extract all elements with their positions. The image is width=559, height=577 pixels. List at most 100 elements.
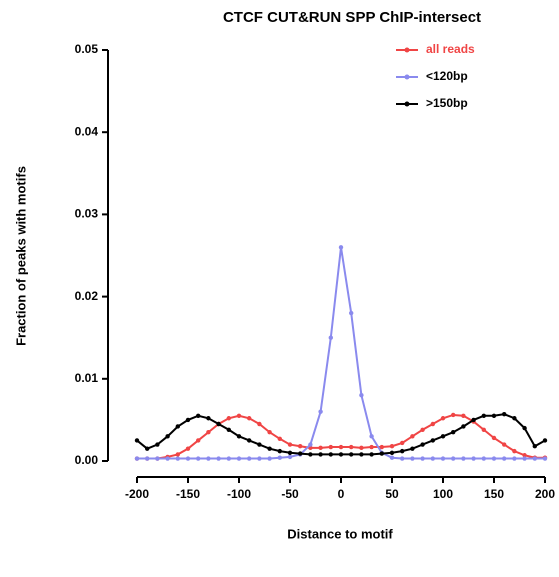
data-point [175, 456, 180, 461]
legend-label: <120bp [426, 69, 468, 83]
data-point [328, 444, 333, 450]
y-tick-label: 0.02 [75, 289, 99, 303]
data-point [491, 456, 497, 461]
data-point [165, 434, 170, 439]
data-point [206, 416, 211, 421]
x-tick-label: 0 [338, 487, 345, 501]
series-line [137, 247, 545, 460]
x-tick-label: 100 [433, 487, 453, 501]
data-point [206, 456, 211, 461]
data-point [328, 452, 333, 457]
data-point [369, 444, 374, 450]
data-point [165, 456, 170, 461]
data-point [532, 444, 537, 449]
data-point [349, 444, 354, 450]
data-point [216, 456, 221, 461]
x-axis-label: Distance to motif [287, 526, 393, 541]
data-point [226, 456, 231, 461]
data-point [451, 412, 456, 418]
data-point [389, 450, 395, 455]
data-point [206, 430, 211, 435]
x-tick-label: -200 [125, 487, 149, 501]
legend-marker [404, 47, 410, 53]
data-point [226, 416, 231, 421]
data-point [400, 440, 405, 446]
data-point [400, 456, 405, 461]
data-point [267, 456, 272, 461]
data-point [430, 438, 435, 443]
data-point [512, 416, 517, 421]
data-point [298, 451, 303, 456]
data-point [267, 446, 272, 451]
legend-label: all reads [426, 42, 475, 56]
data-point [359, 393, 364, 398]
data-point [257, 442, 262, 447]
data-point [277, 436, 282, 442]
y-tick-label: 0.01 [75, 371, 99, 385]
data-point [267, 430, 272, 435]
data-point [420, 456, 425, 461]
data-point [287, 450, 293, 455]
data-point [502, 456, 507, 461]
data-point [532, 456, 537, 461]
data-point [145, 446, 150, 451]
data-point [389, 444, 395, 449]
x-tick-label: -50 [281, 487, 299, 501]
data-point [338, 444, 344, 450]
data-point [287, 442, 293, 447]
data-point [379, 444, 384, 450]
data-point [471, 456, 476, 461]
data-point [318, 445, 323, 451]
data-point [481, 413, 486, 418]
data-point [236, 434, 242, 439]
data-point [349, 310, 354, 316]
data-point [298, 444, 303, 449]
data-point [318, 409, 323, 414]
data-point [277, 448, 282, 454]
data-point [155, 442, 160, 447]
data-point [400, 448, 405, 454]
data-point [522, 425, 527, 431]
series-line [137, 413, 545, 460]
data-point [185, 456, 191, 461]
data-point [471, 417, 476, 423]
data-point [369, 452, 374, 457]
data-point [512, 448, 517, 454]
data-point [461, 413, 466, 418]
data-point [410, 456, 415, 461]
data-point [185, 446, 191, 451]
legend-marker [404, 74, 410, 80]
data-point [420, 442, 425, 447]
x-tick-label: -100 [227, 487, 251, 501]
data-point [247, 416, 252, 421]
data-point [155, 456, 160, 461]
data-point [277, 455, 282, 460]
data-point [145, 456, 150, 461]
data-point [247, 438, 252, 443]
data-point [134, 438, 140, 443]
data-point [257, 456, 262, 461]
data-point [440, 416, 446, 421]
data-point [134, 456, 140, 461]
chart-title: CTCF CUT&RUN SPP ChIP-intersect [223, 9, 481, 26]
data-point [430, 421, 435, 427]
data-point [236, 413, 242, 418]
data-point [226, 427, 231, 432]
data-point [542, 438, 548, 443]
data-point [196, 456, 201, 461]
data-point [451, 430, 456, 435]
data-point [196, 438, 201, 443]
data-point [410, 446, 415, 451]
data-point [196, 413, 201, 418]
data-point [491, 435, 497, 441]
data-point [440, 434, 446, 439]
x-tick-label: 150 [484, 487, 504, 501]
data-point [349, 452, 354, 457]
data-point [451, 456, 456, 461]
x-tick-label: 50 [385, 487, 399, 501]
data-point [175, 452, 180, 457]
data-point [369, 434, 374, 439]
data-point [410, 434, 415, 439]
data-point [287, 454, 293, 460]
data-point [338, 245, 344, 250]
